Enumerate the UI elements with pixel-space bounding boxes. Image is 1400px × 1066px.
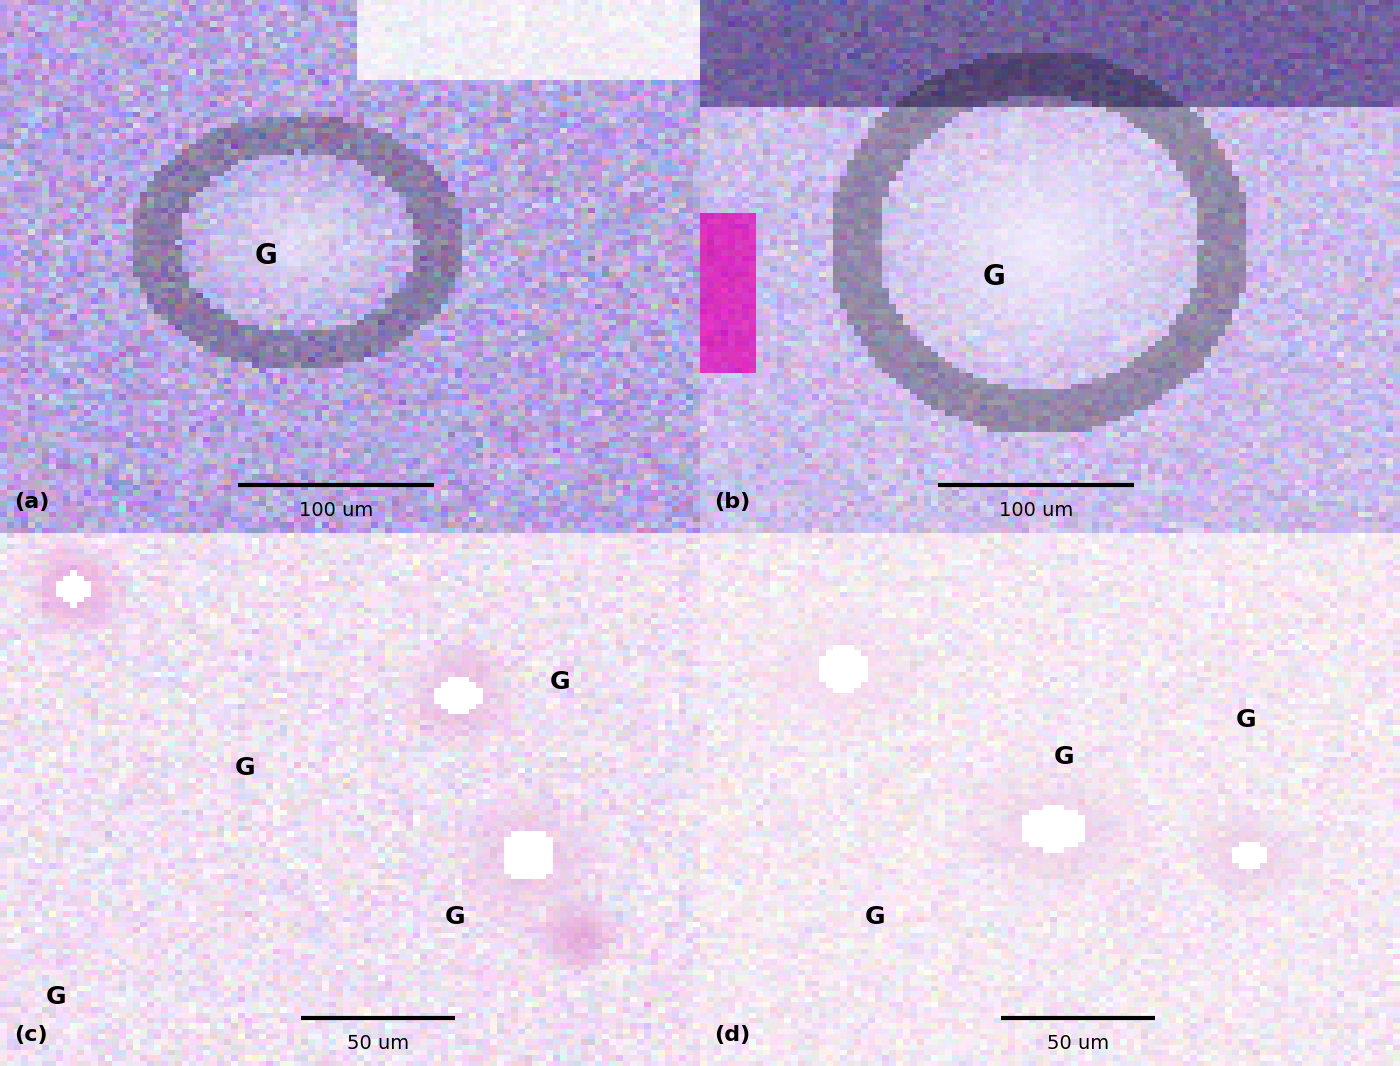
- Text: G: G: [255, 242, 277, 270]
- Text: (a): (a): [14, 491, 49, 512]
- Text: 50 um: 50 um: [1047, 1034, 1109, 1053]
- Text: G: G: [983, 263, 1005, 291]
- Text: G: G: [865, 905, 885, 928]
- Text: 50 um: 50 um: [347, 1034, 409, 1053]
- Text: G: G: [1236, 708, 1256, 731]
- Text: G: G: [445, 905, 465, 928]
- Text: G: G: [46, 985, 66, 1008]
- Text: G: G: [235, 756, 255, 779]
- Text: G: G: [550, 671, 570, 694]
- Text: 100 um: 100 um: [998, 501, 1074, 520]
- Text: G: G: [1054, 745, 1074, 769]
- Text: (b): (b): [714, 491, 750, 512]
- Text: (d): (d): [714, 1024, 750, 1045]
- Text: 100 um: 100 um: [298, 501, 374, 520]
- Text: (c): (c): [14, 1024, 48, 1045]
